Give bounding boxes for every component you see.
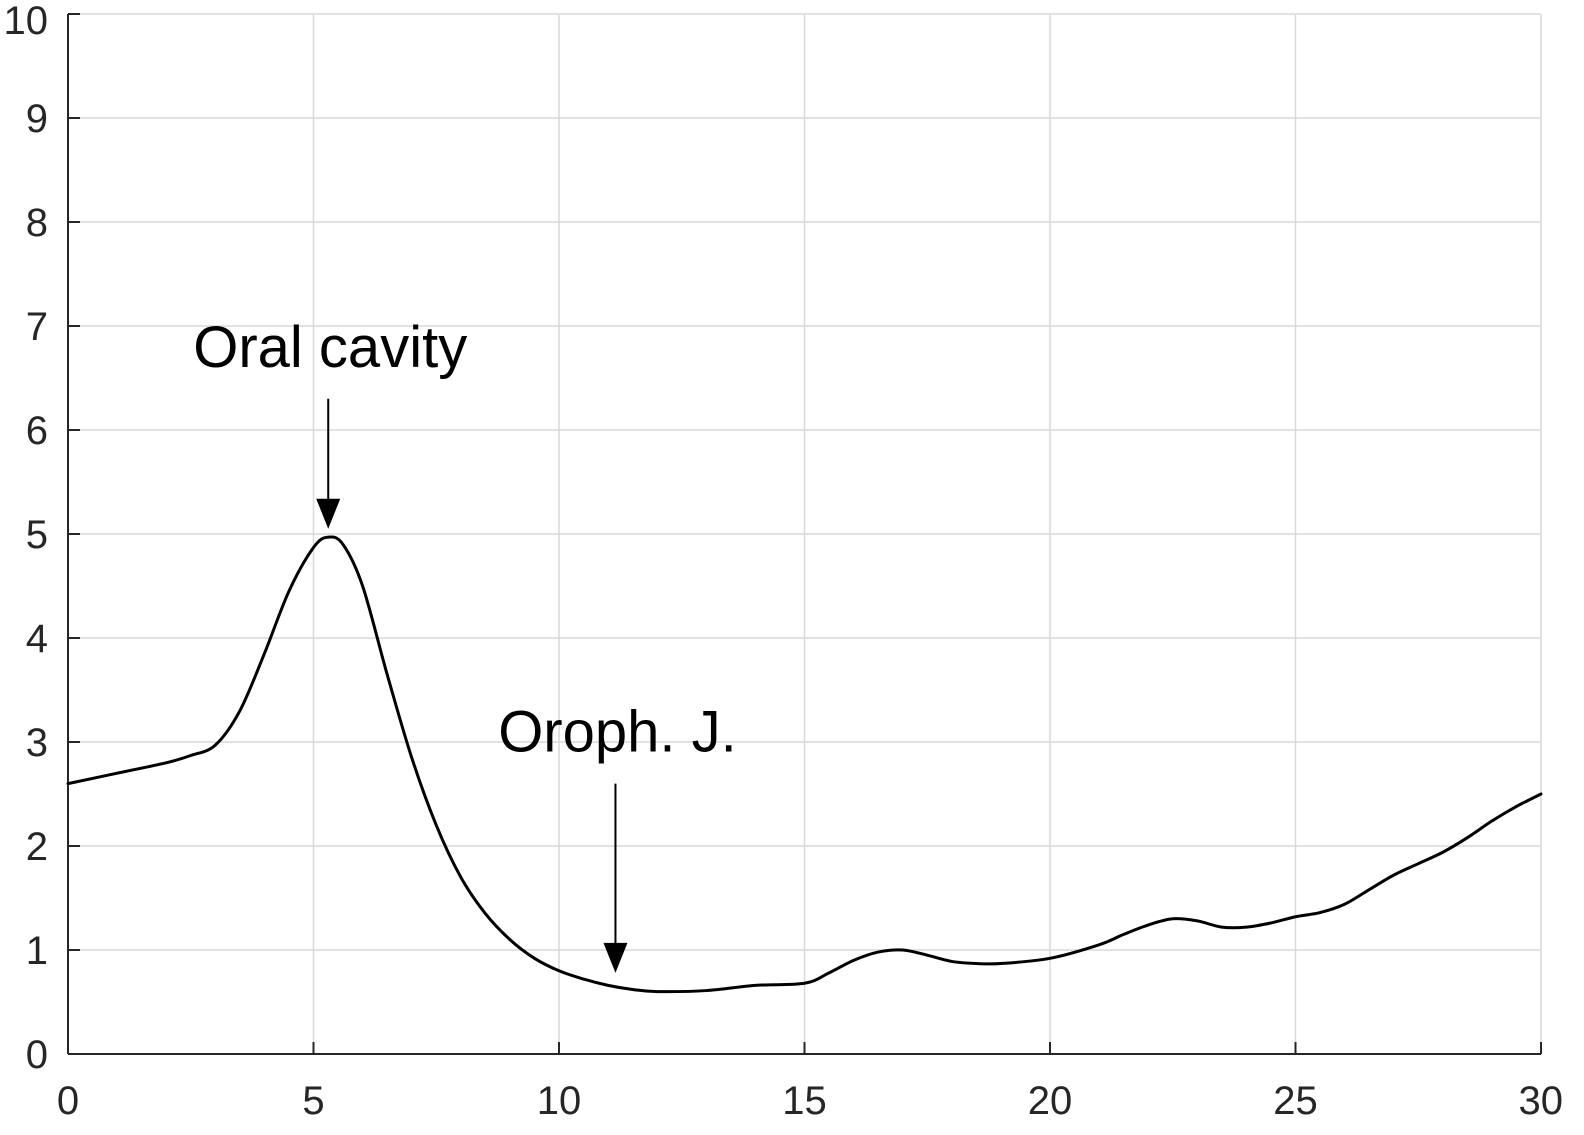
- series-line-0: [66, 535, 1543, 994]
- y-tick-label-3: 3: [26, 721, 48, 765]
- annotation-label-0: Oral cavity: [193, 315, 467, 380]
- y-tick-label-10: 10: [4, 0, 49, 43]
- y-tick-label-7: 7: [26, 305, 48, 349]
- annotation-arrow-head-1: [603, 942, 628, 973]
- annotations: Oral cavity Oroph. J.: [193, 315, 737, 973]
- y-tick-label-4: 4: [26, 617, 48, 661]
- annotation-arrow-head-0: [316, 498, 341, 529]
- annotation-label-1: Oroph. J.: [498, 700, 737, 765]
- grid: [67, 13, 1542, 1055]
- y-tick-label-0: 0: [26, 1033, 48, 1077]
- x-tick-label-0: 0: [57, 1079, 79, 1123]
- x-tick-label-6: 30: [1519, 1079, 1564, 1123]
- y-tick-label-6: 6: [26, 409, 48, 453]
- x-tick-label-2: 10: [537, 1079, 582, 1123]
- x-tick-label-1: 5: [302, 1079, 324, 1123]
- y-tick-label-5: 5: [26, 513, 48, 557]
- axes: 0 5 10 15 20 25 30 0 1 2 3 4 5 6 7 8 9 10: [4, 0, 1564, 1123]
- y-tick-label-1: 1: [26, 929, 48, 973]
- x-tick-label-5: 25: [1273, 1079, 1318, 1123]
- series: [66, 535, 1543, 994]
- y-tick-label-8: 8: [26, 201, 48, 245]
- x-tick-label-3: 15: [782, 1079, 827, 1123]
- y-tick-label-2: 2: [26, 825, 48, 869]
- x-tick-label-4: 20: [1028, 1079, 1073, 1123]
- y-tick-label-9: 9: [26, 97, 48, 141]
